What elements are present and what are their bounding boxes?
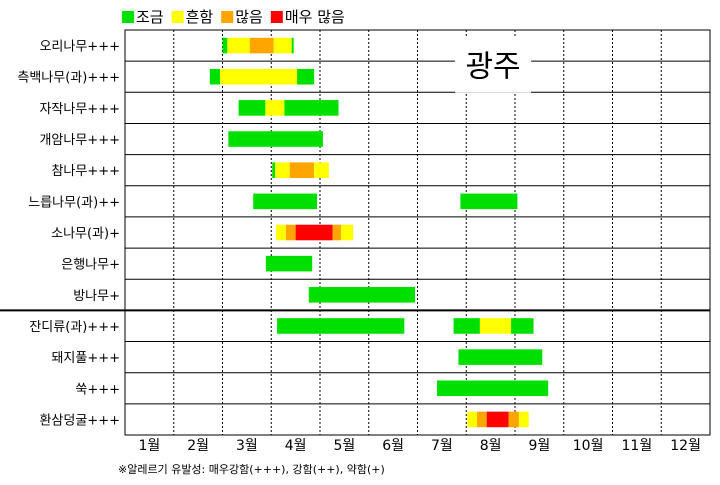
bar-segment-low: [460, 193, 518, 210]
row-label: 은행나무+: [61, 257, 120, 273]
month-label: 1월: [138, 438, 160, 454]
footnote: ※알레르기 유발성: 매우강함(+++), 강함(++), 약함(+): [118, 463, 385, 476]
bar-segment-moderate: [227, 37, 250, 54]
bar-segment-low: [291, 37, 294, 54]
month-label: 7월: [431, 438, 453, 454]
row-label: 쑥+++: [75, 382, 120, 397]
row-label: 측백나무(과)+++: [17, 71, 120, 86]
bar-segment-very_high: [295, 224, 333, 241]
legend-swatch-very_high: [270, 11, 283, 23]
row-label: 방나무+: [73, 289, 120, 304]
bar-segment-low: [453, 318, 480, 334]
row-label: 환삼덩굴+++: [39, 413, 120, 428]
bar-segment-low: [511, 318, 534, 334]
month-label: 5월: [333, 438, 355, 454]
row-label: 오리나무+++: [39, 40, 120, 55]
row-label: 느릅나무(과)++: [28, 195, 120, 210]
month-label: 6월: [382, 438, 404, 454]
row-label: 개암나무+++: [39, 133, 120, 148]
bar-segment-low: [265, 255, 313, 272]
bar-segment-low: [308, 287, 416, 303]
row-label: 돼지풀+++: [51, 351, 120, 366]
bar-segment-moderate: [479, 318, 512, 334]
bar-segment-high: [285, 224, 296, 241]
bar-segment-low: [209, 68, 221, 85]
bar-segment-high: [332, 224, 341, 241]
bar-segment-moderate: [220, 68, 298, 85]
bar-segment-moderate: [275, 162, 290, 178]
title-background: [455, 36, 532, 93]
bar-segment-moderate: [340, 224, 354, 241]
bar-segment-moderate: [265, 100, 285, 116]
bar-segment-high: [508, 411, 519, 428]
bar-segment-low: [458, 349, 543, 365]
bar-segment-very_high: [486, 411, 509, 428]
month-label: 2월: [187, 438, 209, 454]
bar-segment-moderate: [467, 411, 477, 428]
month-label: 11월: [622, 438, 653, 454]
bar-segment-moderate: [518, 411, 529, 428]
bar-segment-low: [253, 193, 318, 210]
bar-segment-high: [476, 411, 487, 428]
month-label: 9월: [528, 438, 550, 454]
row-label: 소나무(과)+: [51, 227, 120, 242]
bar-segment-moderate: [314, 162, 329, 178]
bar-segment-high: [289, 162, 315, 178]
bar-segment-low: [238, 100, 266, 116]
legend-swatch-moderate: [171, 11, 184, 23]
bar-segment-moderate: [276, 224, 286, 241]
bar-segment-high: [249, 37, 274, 54]
month-label: 12월: [670, 438, 701, 454]
bar-segment-low: [222, 37, 228, 54]
month-label: 10월: [573, 438, 604, 454]
legend-label-high: 많음: [235, 8, 263, 26]
month-label: 8월: [480, 438, 502, 454]
legend-label-moderate: 흔함: [186, 8, 214, 26]
legend-swatch-high: [221, 11, 234, 23]
bar-segment-low: [272, 162, 276, 178]
row-label: 잔디류(과)+++: [29, 320, 120, 335]
legend-swatch-low: [122, 11, 134, 23]
chart-title: 광주: [465, 50, 520, 85]
legend-label-very_high: 매우 많음: [285, 8, 345, 26]
bar-segment-low: [277, 318, 405, 334]
month-label: 4월: [285, 438, 307, 454]
row-label: 참나무+++: [51, 164, 120, 179]
bar-segment-low: [297, 68, 315, 85]
month-label: 3월: [236, 438, 258, 454]
row-label: 자작나무+++: [39, 102, 120, 117]
bar-segment-moderate: [273, 37, 292, 54]
bar-segment-low: [284, 100, 339, 116]
bar-segment-low: [228, 131, 323, 147]
legend-label-low: 조금: [136, 8, 164, 26]
bar-segment-low: [437, 380, 549, 397]
